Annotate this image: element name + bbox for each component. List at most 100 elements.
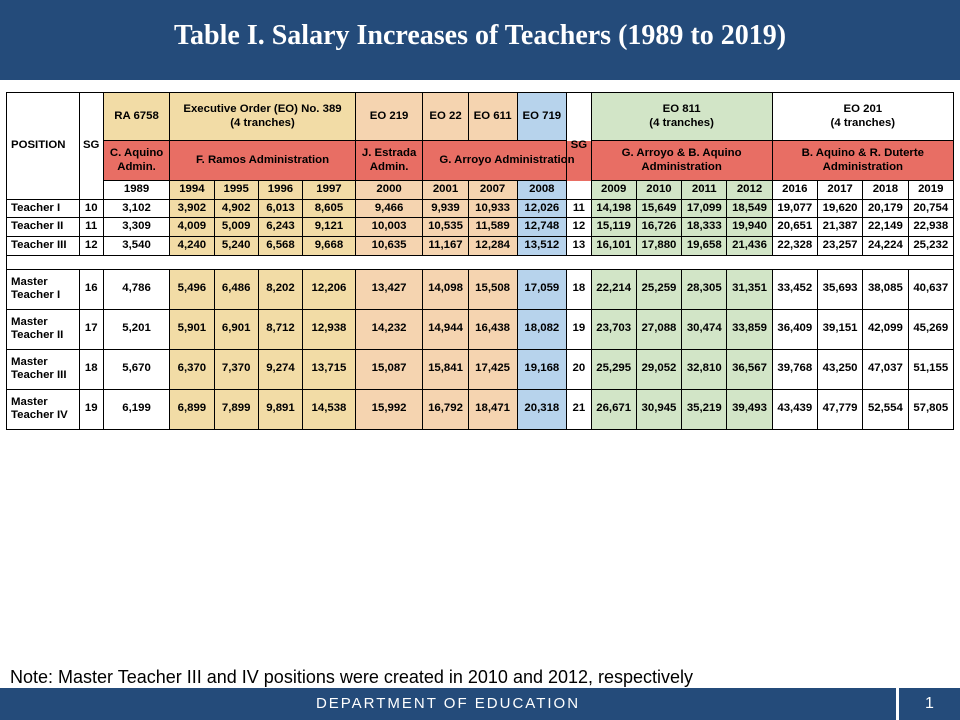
hdr-admin-r: F. Ramos Administration bbox=[170, 141, 356, 181]
cell-value: 15,841 bbox=[423, 349, 468, 389]
cell-sg2: 21 bbox=[567, 389, 591, 429]
year-header: 2000 bbox=[355, 181, 423, 200]
cell-value: 4,786 bbox=[103, 269, 169, 309]
cell-value: 18,471 bbox=[468, 389, 517, 429]
cell-value: 6,899 bbox=[170, 389, 214, 429]
cell-value: 36,567 bbox=[727, 349, 772, 389]
cell-value: 11,167 bbox=[423, 237, 468, 256]
cell-value: 17,425 bbox=[468, 349, 517, 389]
table-row: Teacher III123,5404,2405,2406,5689,66810… bbox=[7, 237, 954, 256]
cell-value: 38,085 bbox=[863, 269, 908, 309]
cell-position: Master Teacher III bbox=[7, 349, 80, 389]
cell-value: 19,658 bbox=[682, 237, 727, 256]
cell-value: 6,370 bbox=[170, 349, 214, 389]
page-title: Table I. Salary Increases of Teachers (1… bbox=[0, 0, 960, 80]
cell-value: 11,589 bbox=[468, 218, 517, 237]
cell-value: 6,486 bbox=[214, 269, 258, 309]
cell-value: 6,568 bbox=[258, 237, 302, 256]
cell-value: 10,635 bbox=[355, 237, 423, 256]
table-row: Master Teacher I164,7865,4966,4868,20212… bbox=[7, 269, 954, 309]
cell-value: 4,240 bbox=[170, 237, 214, 256]
hdr-eo219: EO 219 bbox=[355, 93, 423, 141]
hdr-eo611: EO 611 bbox=[468, 93, 517, 141]
cell-value: 39,151 bbox=[817, 309, 862, 349]
cell-value: 25,259 bbox=[636, 269, 681, 309]
year-header: 1989 bbox=[103, 181, 169, 200]
cell-value: 5,009 bbox=[214, 218, 258, 237]
cell-value: 5,496 bbox=[170, 269, 214, 309]
hdr-admin-ab: G. Arroyo & B. Aquino Administration bbox=[591, 141, 772, 181]
cell-sg2: 13 bbox=[567, 237, 591, 256]
cell-value: 15,508 bbox=[468, 269, 517, 309]
law-header-row: POSITION SG RA 6758 Executive Order (EO)… bbox=[7, 93, 954, 141]
hdr-eo719: EO 719 bbox=[517, 93, 567, 141]
cell-sg: 16 bbox=[79, 269, 103, 309]
cell-value: 12,026 bbox=[517, 199, 567, 218]
cell-sg2: 18 bbox=[567, 269, 591, 309]
cell-value: 5,901 bbox=[170, 309, 214, 349]
blank-row bbox=[7, 255, 954, 269]
cell-value: 9,891 bbox=[258, 389, 302, 429]
cell-value: 15,087 bbox=[355, 349, 423, 389]
cell-value: 17,059 bbox=[517, 269, 567, 309]
cell-value: 3,102 bbox=[103, 199, 169, 218]
cell-value: 16,101 bbox=[591, 237, 636, 256]
cell-sg: 17 bbox=[79, 309, 103, 349]
cell-position: Master Teacher II bbox=[7, 309, 80, 349]
col-position: POSITION bbox=[7, 93, 80, 200]
cell-value: 40,637 bbox=[908, 269, 954, 309]
cell-sg2: 19 bbox=[567, 309, 591, 349]
year-header: 1995 bbox=[214, 181, 258, 200]
cell-value: 8,712 bbox=[258, 309, 302, 349]
cell-value: 12,938 bbox=[303, 309, 356, 349]
cell-value: 39,768 bbox=[772, 349, 817, 389]
cell-value: 32,810 bbox=[682, 349, 727, 389]
cell-value: 9,466 bbox=[355, 199, 423, 218]
footer-dept: DEPARTMENT OF EDUCATION bbox=[0, 688, 896, 720]
cell-value: 24,224 bbox=[863, 237, 908, 256]
cell-value: 4,902 bbox=[214, 199, 258, 218]
hdr-eo389: Executive Order (EO) No. 389 (4 tranches… bbox=[170, 93, 356, 141]
cell-value: 23,257 bbox=[817, 237, 862, 256]
cell-value: 47,037 bbox=[863, 349, 908, 389]
cell-value: 20,179 bbox=[863, 199, 908, 218]
cell-value: 21,387 bbox=[817, 218, 862, 237]
salary-table: POSITION SG RA 6758 Executive Order (EO)… bbox=[6, 92, 954, 430]
cell-value: 42,099 bbox=[863, 309, 908, 349]
cell-value: 15,119 bbox=[591, 218, 636, 237]
cell-value: 29,052 bbox=[636, 349, 681, 389]
cell-position: Master Teacher IV bbox=[7, 389, 80, 429]
cell-value: 45,269 bbox=[908, 309, 954, 349]
cell-value: 17,099 bbox=[682, 199, 727, 218]
cell-value: 5,240 bbox=[214, 237, 258, 256]
cell-value: 6,901 bbox=[214, 309, 258, 349]
cell-value: 33,452 bbox=[772, 269, 817, 309]
table-row: Teacher II113,3094,0095,0096,2439,12110,… bbox=[7, 218, 954, 237]
table-row: Master Teacher IV196,1996,8997,8999,8911… bbox=[7, 389, 954, 429]
table-row: Teacher I103,1023,9024,9026,0138,6059,46… bbox=[7, 199, 954, 218]
cell-value: 12,206 bbox=[303, 269, 356, 309]
cell-value: 9,939 bbox=[423, 199, 468, 218]
col-sg: SG bbox=[79, 93, 103, 200]
cell-value: 52,554 bbox=[863, 389, 908, 429]
year-header: 2010 bbox=[636, 181, 681, 200]
hdr-admin-c: C. Aquino Admin. bbox=[103, 141, 169, 181]
cell-value: 43,439 bbox=[772, 389, 817, 429]
table-container: POSITION SG RA 6758 Executive Order (EO)… bbox=[0, 80, 960, 651]
cell-value: 20,754 bbox=[908, 199, 954, 218]
hdr-eo22: EO 22 bbox=[423, 93, 468, 141]
cell-value: 23,703 bbox=[591, 309, 636, 349]
cell-value: 14,198 bbox=[591, 199, 636, 218]
year-header: 2008 bbox=[517, 181, 567, 200]
cell-value: 14,232 bbox=[355, 309, 423, 349]
cell-sg2: 20 bbox=[567, 349, 591, 389]
cell-position: Teacher I bbox=[7, 199, 80, 218]
cell-value: 10,933 bbox=[468, 199, 517, 218]
cell-value: 30,474 bbox=[682, 309, 727, 349]
cell-value: 13,427 bbox=[355, 269, 423, 309]
cell-sg: 12 bbox=[79, 237, 103, 256]
cell-sg2: 12 bbox=[567, 218, 591, 237]
footer: DEPARTMENT OF EDUCATION 1 bbox=[0, 688, 960, 720]
cell-sg2: 11 bbox=[567, 199, 591, 218]
cell-sg: 11 bbox=[79, 218, 103, 237]
